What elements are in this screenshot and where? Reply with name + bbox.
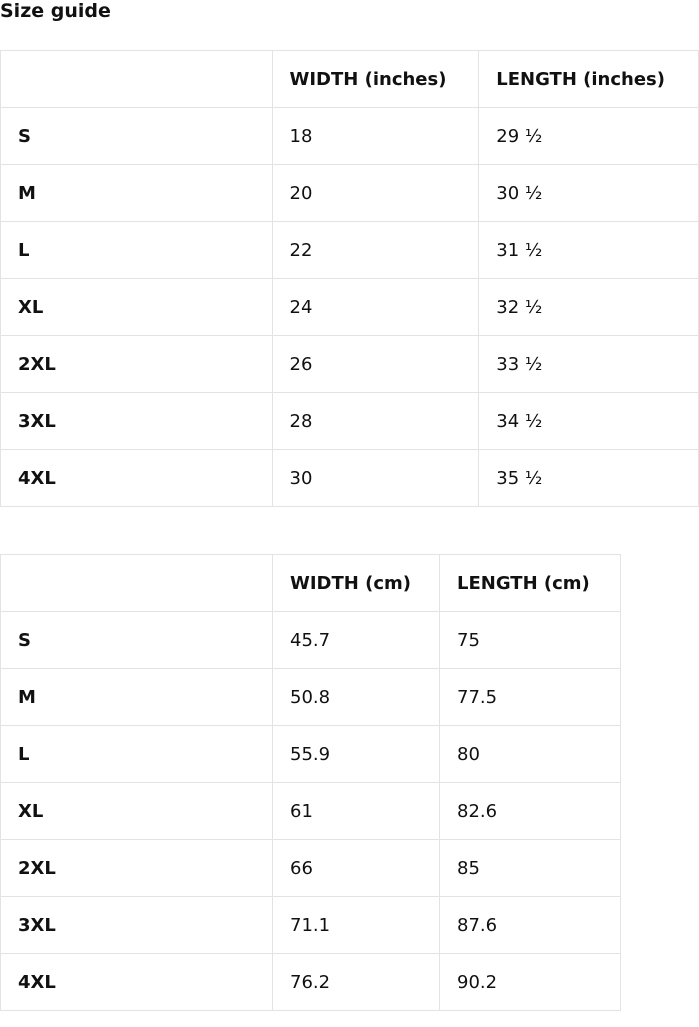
header-length: LENGTH (cm): [439, 554, 621, 612]
width-cell: 28: [271, 392, 480, 450]
length-cell: 31 ½: [478, 221, 699, 279]
length-cell: 80: [439, 725, 621, 783]
size-cell: XL: [0, 278, 273, 336]
table-row: 4XL 76.2 90.2: [0, 953, 621, 1011]
table-row: L 22 31 ½: [0, 221, 699, 279]
width-cell: 76.2: [272, 953, 440, 1011]
length-cell: 82.6: [439, 782, 621, 840]
length-cell: 34 ½: [478, 392, 699, 450]
width-cell: 30: [271, 449, 480, 507]
table-row: 3XL 28 34 ½: [0, 392, 699, 450]
size-cell: 2XL: [0, 335, 273, 393]
size-cell: 3XL: [0, 896, 273, 954]
length-cell: 35 ½: [478, 449, 699, 507]
size-cell: 4XL: [0, 449, 273, 507]
size-cell: L: [0, 221, 273, 279]
header-length: LENGTH (inches): [478, 50, 699, 108]
page-title: Size guide: [0, 0, 111, 22]
table-row: L 55.9 80: [0, 725, 621, 783]
header-size: [0, 50, 273, 108]
size-cell: 3XL: [0, 392, 273, 450]
size-cell: L: [0, 725, 273, 783]
length-cell: 75: [439, 611, 621, 669]
header-width: WIDTH (cm): [272, 554, 440, 612]
length-cell: 33 ½: [478, 335, 699, 393]
size-cell: 2XL: [0, 839, 273, 897]
length-cell: 29 ½: [478, 107, 699, 165]
width-cell: 66: [272, 839, 440, 897]
width-cell: 45.7: [272, 611, 440, 669]
width-cell: 26: [271, 335, 480, 393]
size-table-cm: WIDTH (cm) LENGTH (cm) S 45.7 75 M 50.8 77.5 L 5…: [0, 554, 621, 1011]
size-cell: S: [0, 107, 273, 165]
width-cell: 20: [271, 164, 480, 222]
table-row: S 45.7 75: [0, 611, 621, 669]
table-row: 2XL 66 85: [0, 839, 621, 897]
width-cell: 71.1: [272, 896, 440, 954]
table-row: M 50.8 77.5: [0, 668, 621, 726]
length-cell: 85: [439, 839, 621, 897]
header-row: WIDTH (cm) LENGTH (cm): [0, 554, 621, 612]
width-cell: 22: [271, 221, 480, 279]
width-cell: 24: [271, 278, 480, 336]
header-width: WIDTH (inches): [271, 50, 480, 108]
width-cell: 18: [271, 107, 480, 165]
length-cell: 87.6: [439, 896, 621, 954]
size-cell: S: [0, 611, 273, 669]
table-row: S 18 29 ½: [0, 107, 699, 165]
size-cell: 4XL: [0, 953, 273, 1011]
size-cell: M: [0, 668, 273, 726]
size-cell: XL: [0, 782, 273, 840]
table-row: M 20 30 ½: [0, 164, 699, 222]
table-row: 4XL 30 35 ½: [0, 449, 699, 507]
length-cell: 77.5: [439, 668, 621, 726]
size-cell: M: [0, 164, 273, 222]
width-cell: 55.9: [272, 725, 440, 783]
length-cell: 32 ½: [478, 278, 699, 336]
width-cell: 50.8: [272, 668, 440, 726]
header-row: WIDTH (inches) LENGTH (inches): [0, 50, 699, 108]
length-cell: 90.2: [439, 953, 621, 1011]
header-size: [0, 554, 273, 612]
table-row: XL 61 82.6: [0, 782, 621, 840]
width-cell: 61: [272, 782, 440, 840]
size-table-inches: WIDTH (inches) LENGTH (inches) S 18 29 ½ M 20…: [0, 50, 699, 507]
table-row: 3XL 71.1 87.6: [0, 896, 621, 954]
table-row: 2XL 26 33 ½: [0, 335, 699, 393]
length-cell: 30 ½: [478, 164, 699, 222]
table-row: XL 24 32 ½: [0, 278, 699, 336]
